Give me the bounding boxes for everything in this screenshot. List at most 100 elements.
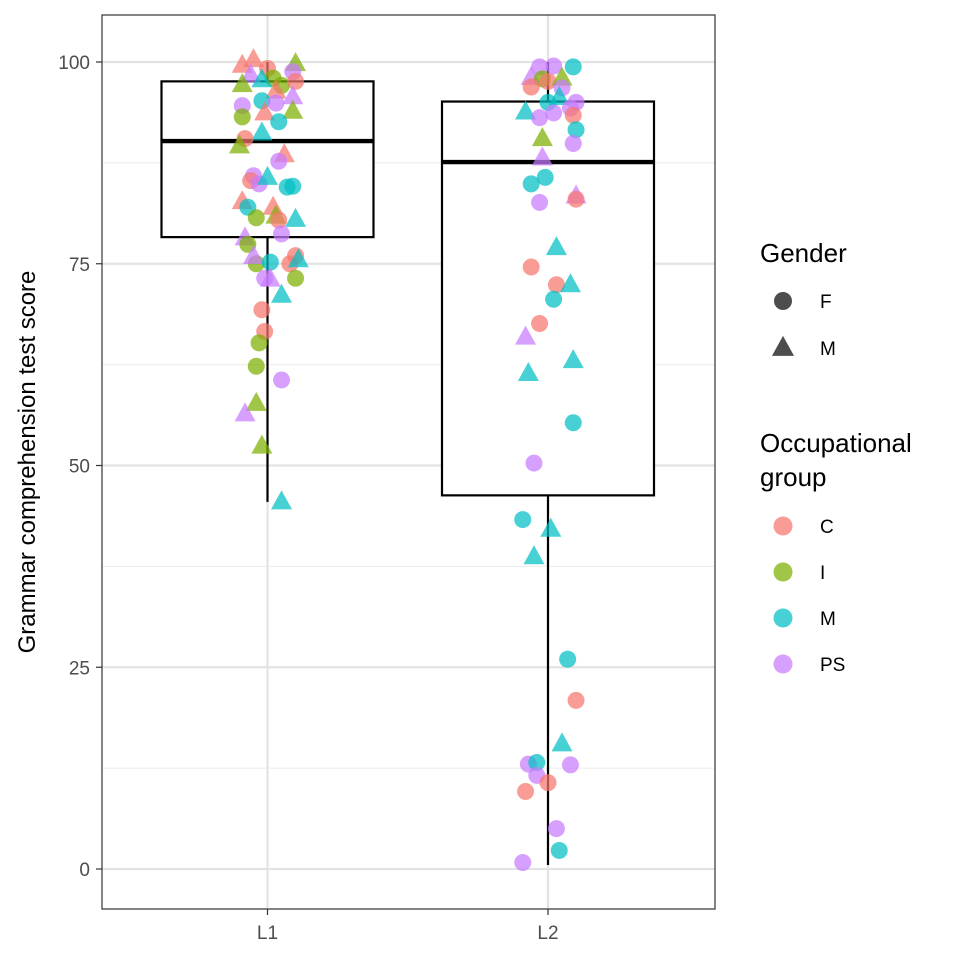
data-point <box>287 72 305 90</box>
legend-gender-items: FM <box>771 292 836 360</box>
data-points <box>228 48 587 872</box>
legend-key-occupational <box>773 608 793 628</box>
data-point <box>550 841 568 859</box>
legend-label-occupational-ps: PS <box>820 655 845 676</box>
data-point <box>551 66 573 86</box>
x-tick-label-l1: L1 <box>257 923 278 944</box>
data-point <box>545 290 563 308</box>
data-point <box>270 152 288 170</box>
data-point <box>562 349 584 369</box>
data-point <box>251 68 273 88</box>
data-point <box>284 177 302 195</box>
data-point <box>267 94 285 112</box>
legend-label-gender-m: M <box>820 339 836 360</box>
legend-label-gender-f: F <box>820 292 832 313</box>
data-point <box>564 106 582 124</box>
data-point <box>531 314 549 332</box>
data-point <box>517 783 535 801</box>
data-point <box>547 276 565 294</box>
legend-label-occupational-m: M <box>820 609 836 630</box>
data-point <box>240 63 262 83</box>
data-point <box>253 301 271 319</box>
data-point <box>231 53 253 73</box>
data-point <box>515 325 537 345</box>
legend-label-occupational-i: I <box>820 563 825 584</box>
data-point <box>551 732 573 752</box>
data-point <box>564 135 582 153</box>
y-axis-title: Grammar comprehension test score <box>14 271 41 654</box>
data-point <box>242 244 264 264</box>
data-point <box>228 134 250 154</box>
y-tick-label: 25 <box>69 658 90 679</box>
legend-occupational-items: C I M PS <box>773 516 845 676</box>
legend-title-occupational-line1: Occupational <box>760 428 912 458</box>
data-point <box>250 334 268 352</box>
panel-border <box>101 14 716 910</box>
data-point <box>531 109 549 127</box>
data-point <box>567 190 585 208</box>
data-point <box>517 362 539 382</box>
data-point <box>259 267 281 287</box>
data-point <box>536 168 554 186</box>
legend-key-occupational <box>773 562 793 582</box>
data-point <box>245 391 267 411</box>
legend-title-gender: Gender <box>760 238 847 268</box>
data-point <box>545 236 567 256</box>
data-point <box>567 691 585 709</box>
data-point <box>545 104 563 122</box>
data-point <box>285 207 307 227</box>
x-axis-ticks: L1 L2 <box>257 909 559 944</box>
data-point <box>234 402 256 422</box>
data-point <box>561 756 579 774</box>
data-point <box>231 73 253 93</box>
data-point <box>270 113 288 131</box>
data-point <box>531 193 549 211</box>
data-point <box>531 146 553 166</box>
data-point <box>273 371 291 389</box>
y-tick-label: 75 <box>69 255 90 276</box>
data-point <box>287 248 309 268</box>
data-point <box>233 108 251 126</box>
data-point <box>545 57 563 75</box>
data-point <box>271 283 293 303</box>
data-point <box>540 517 562 537</box>
data-point <box>522 78 540 96</box>
data-point <box>251 121 273 141</box>
legend-shape-circle <box>774 292 792 310</box>
data-point <box>515 100 537 120</box>
data-point <box>265 79 287 99</box>
data-point <box>539 774 557 792</box>
data-point <box>247 357 265 375</box>
legend-shape-triangle <box>771 335 795 356</box>
data-point <box>282 85 304 105</box>
y-tick-label: 50 <box>69 457 90 478</box>
data-point <box>257 165 278 185</box>
data-point <box>525 454 543 472</box>
legend-key-occupational <box>773 654 793 674</box>
y-tick-label: 100 <box>58 53 90 74</box>
data-point <box>271 490 293 510</box>
x-tick-label-l2: L2 <box>537 923 558 944</box>
data-point <box>559 650 577 668</box>
data-point <box>564 414 582 432</box>
legend-label-occupational-c: C <box>820 517 834 538</box>
data-point <box>528 753 546 771</box>
data-point <box>567 121 585 139</box>
data-point <box>514 854 532 872</box>
data-point <box>564 58 582 76</box>
data-point <box>531 127 553 147</box>
data-point <box>523 545 545 565</box>
data-point <box>270 211 288 229</box>
data-point <box>514 511 532 529</box>
data-point <box>522 175 540 193</box>
data-point <box>287 269 305 287</box>
data-point <box>247 209 265 227</box>
data-point <box>273 225 291 243</box>
y-axis-ticks: 0 25 50 75 100 <box>58 53 102 881</box>
legend-title-occupational-line2: group <box>760 462 827 492</box>
data-point <box>559 273 581 293</box>
legend-key-occupational <box>773 516 793 536</box>
data-point <box>254 101 276 121</box>
